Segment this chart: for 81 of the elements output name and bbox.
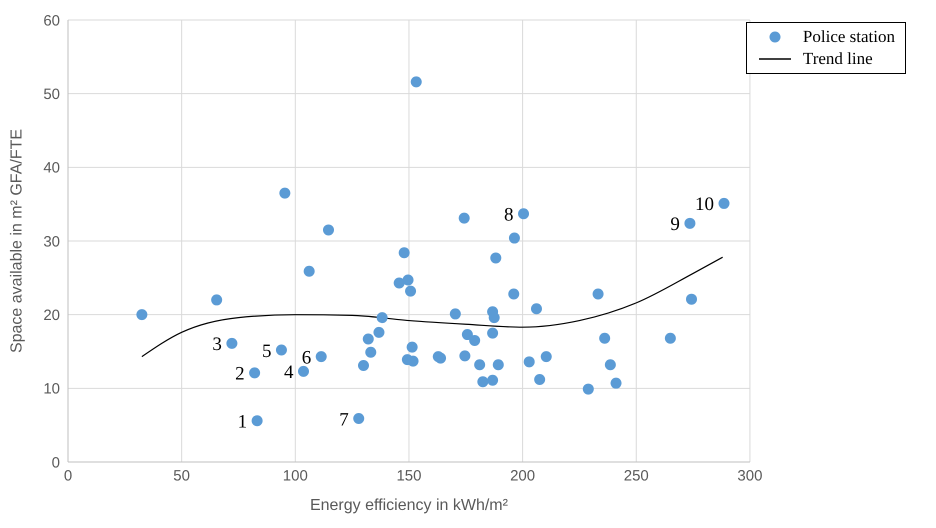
point bbox=[394, 277, 405, 288]
annotation: 7 bbox=[339, 409, 349, 430]
point bbox=[408, 356, 419, 367]
point bbox=[490, 252, 502, 264]
point bbox=[402, 274, 414, 286]
point bbox=[462, 329, 473, 340]
legend-label: Trend line bbox=[802, 49, 873, 69]
y-axis-title: Space available in m² GFA/FTE bbox=[8, 128, 26, 354]
annotation: 1 bbox=[238, 411, 248, 432]
point bbox=[459, 350, 470, 362]
point bbox=[469, 334, 480, 346]
y-tick-label: 30 bbox=[43, 233, 60, 250]
x-tick-label: 0 bbox=[64, 468, 72, 485]
point bbox=[534, 374, 546, 385]
x-tick-label: 100 bbox=[282, 468, 308, 485]
point bbox=[604, 359, 616, 370]
point bbox=[276, 344, 287, 356]
point bbox=[435, 352, 446, 364]
point bbox=[592, 288, 604, 300]
point bbox=[358, 360, 369, 371]
point bbox=[610, 378, 622, 389]
annotation: 10 bbox=[695, 194, 714, 216]
point bbox=[524, 356, 535, 368]
annotation: 4 bbox=[284, 362, 294, 384]
point bbox=[136, 309, 148, 320]
point bbox=[458, 212, 470, 224]
point bbox=[252, 415, 263, 426]
point bbox=[582, 384, 594, 395]
point bbox=[508, 232, 520, 244]
annotation: 9 bbox=[670, 214, 680, 236]
point bbox=[365, 346, 376, 358]
point bbox=[540, 351, 552, 362]
point bbox=[487, 374, 498, 386]
point bbox=[316, 351, 327, 362]
point bbox=[249, 367, 260, 378]
point bbox=[373, 326, 384, 338]
point bbox=[492, 359, 504, 370]
point bbox=[398, 247, 410, 258]
annotation: 5 bbox=[262, 340, 272, 362]
point bbox=[279, 188, 290, 199]
point bbox=[684, 218, 696, 229]
x-tick-label: 150 bbox=[396, 468, 422, 485]
legend-label: Police station bbox=[802, 27, 895, 47]
point bbox=[406, 342, 418, 353]
x-axis-title: Energy efficiency in kWh/m² bbox=[310, 497, 509, 514]
x-tick-label: 50 bbox=[173, 468, 190, 485]
x-tick-label: 200 bbox=[510, 468, 536, 485]
point bbox=[304, 266, 315, 277]
y-tick-label: 50 bbox=[43, 86, 60, 103]
point bbox=[477, 376, 488, 388]
y-tick-label: 10 bbox=[43, 380, 60, 398]
annotation: 2 bbox=[235, 364, 245, 385]
point bbox=[474, 359, 486, 370]
y-tick-label: 60 bbox=[43, 12, 60, 30]
point bbox=[362, 333, 374, 344]
point bbox=[376, 312, 388, 324]
point bbox=[226, 338, 238, 349]
point bbox=[487, 328, 498, 339]
y-tick-label: 40 bbox=[43, 160, 60, 177]
point bbox=[664, 332, 676, 344]
point bbox=[508, 288, 520, 300]
point bbox=[530, 303, 542, 314]
point bbox=[322, 224, 334, 236]
point bbox=[718, 198, 730, 209]
point bbox=[450, 308, 461, 320]
point bbox=[410, 76, 422, 88]
point bbox=[518, 208, 530, 220]
point bbox=[686, 294, 698, 305]
x-tick-label: 250 bbox=[624, 468, 649, 485]
point bbox=[353, 413, 364, 424]
point bbox=[405, 286, 416, 297]
y-tick-label: 0 bbox=[52, 454, 60, 472]
x-tick-label: 300 bbox=[737, 468, 762, 485]
annotation: 8 bbox=[504, 204, 514, 226]
annotation: 6 bbox=[302, 347, 312, 368]
y-tick-label: 20 bbox=[43, 306, 60, 324]
point bbox=[599, 332, 610, 344]
point bbox=[298, 366, 309, 377]
point bbox=[488, 312, 500, 324]
annotation: 3 bbox=[212, 334, 222, 356]
point bbox=[211, 294, 222, 306]
